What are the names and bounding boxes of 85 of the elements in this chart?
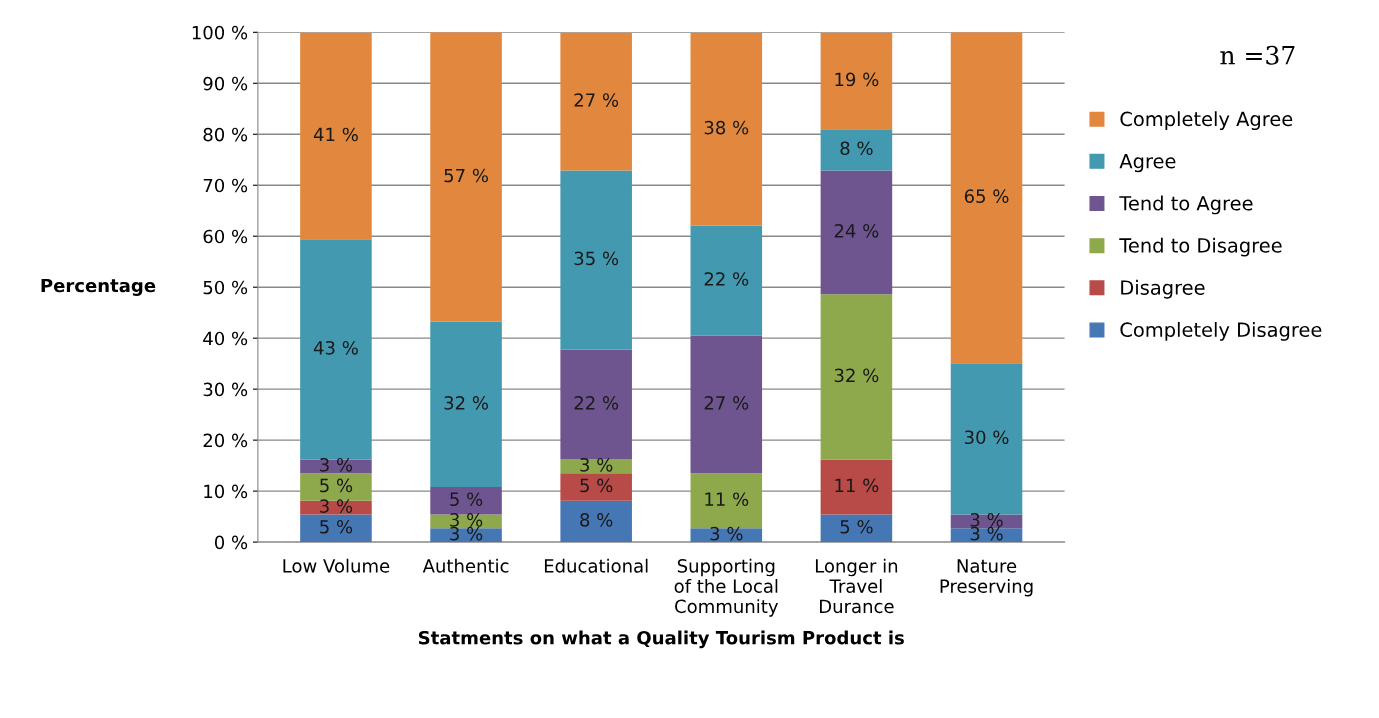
bar	[560, 500, 632, 543]
data-label: 3 %	[710, 526, 743, 541]
y-tick-label: 60 %	[203, 229, 248, 244]
y-tick-label: 50 %	[203, 280, 248, 295]
bar	[300, 473, 372, 501]
y-tick-label: 70 %	[203, 178, 248, 193]
data-label: 43 %	[313, 340, 358, 355]
data-label: 27 %	[704, 396, 749, 410]
data-label: 3 %	[970, 526, 1003, 541]
data-label: 11 %	[835, 478, 879, 493]
legend-label: Agree	[1119, 153, 1176, 173]
y-tick-label: 100 %	[192, 25, 248, 40]
y-tick-label: 80 %	[203, 127, 248, 142]
legend-label: Tend to Disagree	[1119, 237, 1282, 257]
data-label: 30 %	[964, 430, 1009, 445]
x-tick-label: Supporting of the Local Community	[674, 558, 778, 617]
bar	[820, 294, 893, 460]
bar	[560, 170, 632, 350]
bar	[430, 32, 502, 322]
bar	[690, 335, 763, 474]
bar	[430, 321, 502, 488]
x-axis-title: Statments on what a Quality Tourism Product is	[418, 630, 904, 649]
bar	[950, 528, 1023, 543]
y-tick-label: 40 %	[203, 331, 248, 346]
bar	[300, 32, 372, 240]
bar	[820, 459, 893, 515]
x-tick-label: Authentic	[422, 558, 509, 573]
data-label: 3 %	[320, 457, 353, 472]
x-tick-label: Educational	[544, 558, 648, 573]
bar	[820, 170, 893, 295]
bar	[560, 349, 632, 460]
data-label: 65 %	[964, 189, 1009, 203]
data-label: 32 %	[444, 396, 488, 410]
bar	[690, 528, 763, 543]
data-label: 27 %	[574, 93, 619, 107]
data-label: 41 %	[313, 127, 358, 142]
data-label: 38 %	[704, 120, 749, 135]
data-label: 3 %	[450, 513, 483, 527]
y-tick-label: 10 %	[204, 484, 248, 499]
data-label: 8 %	[840, 141, 873, 156]
bar	[690, 225, 763, 336]
legend-label: Completely Disagree	[1120, 322, 1322, 341]
bar	[300, 514, 372, 543]
bar	[690, 32, 763, 226]
data-label: 5 %	[580, 478, 613, 493]
y-tick-label: 30 %	[203, 382, 248, 397]
data-label: 5 %	[450, 492, 483, 507]
data-label: 3 %	[580, 457, 613, 472]
data-label: 5 %	[320, 478, 353, 493]
data-label: 35 %	[574, 251, 619, 266]
x-tick-label: Nature Preserving	[940, 559, 1033, 597]
data-label: 57 %	[444, 168, 488, 183]
bar	[430, 487, 502, 515]
bar	[950, 32, 1023, 364]
bar	[300, 500, 372, 515]
bar	[560, 473, 632, 501]
bar	[430, 528, 502, 543]
x-tick-label: Low Volume	[283, 558, 390, 573]
bar	[820, 129, 893, 171]
bar	[820, 32, 893, 130]
data-label: 22 %	[574, 396, 619, 410]
y-axis-title: Percentage	[41, 278, 156, 296]
y-tick-label: 90 %	[203, 76, 248, 91]
data-label: 19 %	[835, 72, 879, 87]
data-label: 3 %	[320, 499, 353, 513]
bar	[820, 514, 893, 543]
legend-label: Completely Agree	[1120, 111, 1293, 131]
legend-label: Tend to Agree	[1119, 195, 1253, 215]
data-label: 5 %	[320, 519, 353, 534]
legend-label: Disagree	[1121, 279, 1205, 299]
data-label: 3 %	[970, 513, 1003, 527]
data-label: 11 %	[705, 492, 749, 507]
bar	[300, 239, 372, 460]
y-tick-label: 0 %	[214, 535, 248, 550]
data-label: 5 %	[840, 519, 873, 534]
data-label: 8 %	[580, 513, 613, 527]
data-label: 3 %	[450, 526, 483, 541]
y-tick-label: 20 %	[203, 433, 248, 448]
text: n =37	[1220, 45, 1295, 65]
data-label: 32 %	[834, 368, 879, 383]
bar	[560, 32, 632, 171]
data-label: 22 %	[704, 272, 749, 286]
bar	[950, 363, 1023, 515]
data-label: 24 %	[834, 223, 879, 238]
x-tick-label: Longer in Travel Durance	[815, 558, 898, 614]
